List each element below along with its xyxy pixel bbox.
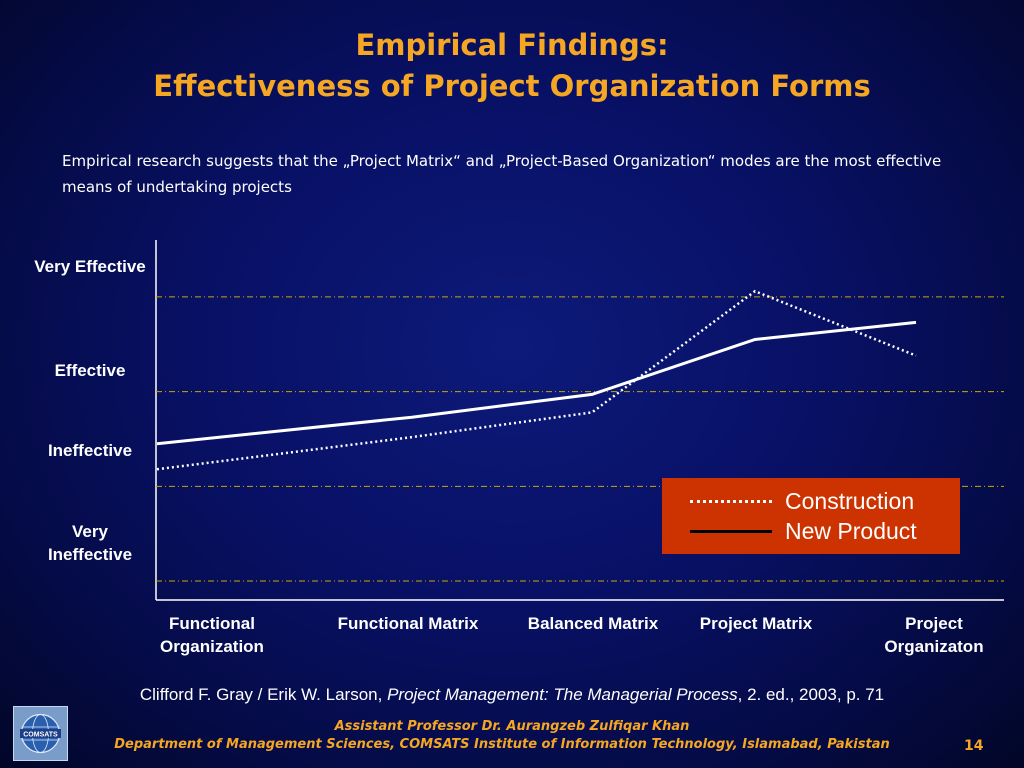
citation-edition: , 2. ed., 2003, p. 71 bbox=[737, 685, 885, 704]
slide-title-line1: Empirical Findings: bbox=[355, 28, 669, 62]
legend-swatch-dotted bbox=[690, 500, 772, 503]
legend-label-construction: Construction bbox=[785, 488, 915, 514]
footer-department: Department of Management Sciences, COMSA… bbox=[114, 737, 890, 752]
legend-item-construction: Construction bbox=[690, 486, 960, 516]
y-label-effective: Effective bbox=[54, 361, 126, 380]
y-label-ineffective: Ineffective bbox=[47, 441, 133, 460]
x-label-functional-organization: Functional Organization bbox=[160, 614, 264, 656]
x-label-project-matrix: Project Matrix bbox=[699, 614, 813, 633]
slide-title-line2: Effectiveness of Project Organization Fo… bbox=[153, 69, 871, 103]
logo-text: COMSATS bbox=[23, 732, 58, 739]
legend-label-new-product: New Product bbox=[785, 518, 917, 544]
x-label-balanced-matrix: Balanced Matrix bbox=[527, 614, 659, 633]
y-label-very-ineffective: Very Ineffective bbox=[47, 522, 133, 564]
x-label-functional-matrix: Functional Matrix bbox=[337, 614, 479, 633]
chart-legend: Construction New Product bbox=[662, 478, 960, 554]
comsats-logo: COMSATS bbox=[13, 706, 68, 761]
globe-icon: COMSATS bbox=[20, 713, 61, 754]
x-label-project-organizaton: Project Organizaton bbox=[884, 614, 984, 656]
citation-authors: Clifford F. Gray / Erik W. Larson, bbox=[139, 685, 388, 704]
page-number: 14 bbox=[964, 738, 984, 754]
legend-item-new-product: New Product bbox=[690, 516, 960, 546]
y-label-very-effective: Very Effective bbox=[34, 257, 146, 276]
slide-subtitle: Empirical research suggests that the „Pr… bbox=[62, 152, 942, 196]
citation-book-title: Project Management: The Managerial Proce… bbox=[387, 685, 738, 704]
footer-author: Assistant Professor Dr. Aurangzeb Zulfiq… bbox=[334, 719, 690, 734]
legend-swatch-solid bbox=[690, 530, 772, 533]
series-line-new-product bbox=[156, 320, 917, 446]
source-citation: Clifford F. Gray / Erik W. Larson, Proje… bbox=[0, 684, 1024, 706]
series-line-construction bbox=[156, 289, 917, 471]
